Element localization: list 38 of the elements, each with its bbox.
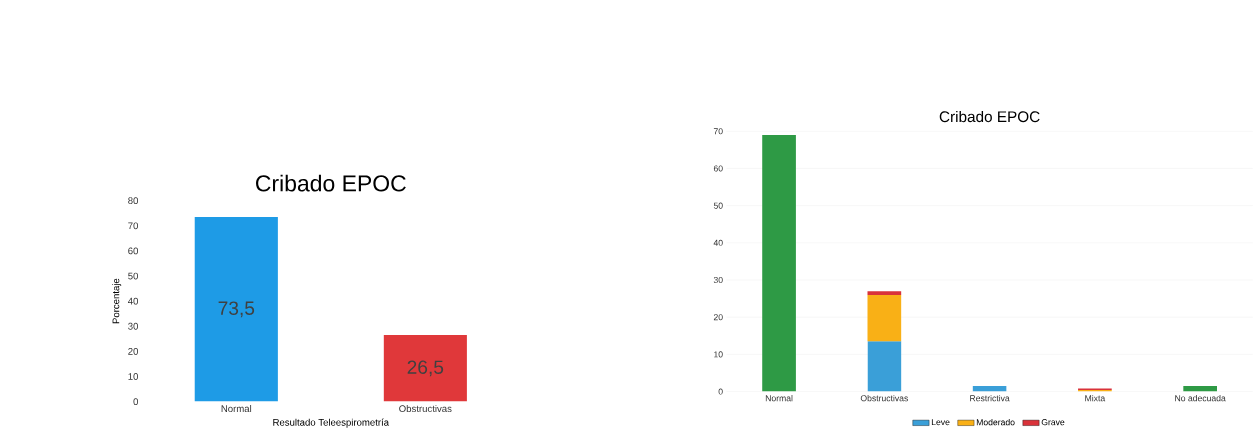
bar bbox=[867, 341, 902, 392]
y-tick-label: 50 bbox=[713, 202, 723, 209]
y-tick-label: 0 bbox=[718, 388, 723, 395]
chart-title: Cribado EPOC bbox=[939, 110, 1040, 123]
x-tick-label: Normal bbox=[221, 405, 252, 413]
y-tick-label: 0 bbox=[133, 398, 139, 406]
x-axis-title: Resultado Teleespirometría bbox=[273, 418, 390, 428]
y-tick-label: 60 bbox=[713, 165, 723, 172]
y-axis-title: Porcentaje bbox=[112, 278, 122, 324]
y-tick-label: 20 bbox=[713, 314, 723, 321]
x-tick-label: Mixta bbox=[1085, 395, 1106, 402]
y-tick-label: 10 bbox=[128, 373, 139, 380]
y-tick-label: 50 bbox=[128, 272, 139, 280]
y-tick-label: 10 bbox=[714, 351, 723, 358]
bar bbox=[762, 135, 796, 392]
x-tick-label: Normal bbox=[765, 395, 793, 402]
y-tick-label: 40 bbox=[127, 297, 139, 305]
bar bbox=[867, 291, 902, 295]
data-label: 73,5 bbox=[218, 301, 255, 318]
y-tick-label: 40 bbox=[713, 239, 723, 246]
x-tick-label: Restrictiva bbox=[970, 395, 1010, 402]
chart-title: Cribado EPOC bbox=[256, 174, 406, 192]
y-tick-label: 80 bbox=[128, 197, 139, 205]
y-tick-label: 30 bbox=[713, 277, 723, 284]
legend-label: Moderado bbox=[976, 419, 1015, 426]
bar bbox=[867, 294, 902, 342]
legend-label: Leve bbox=[931, 419, 950, 426]
bar bbox=[1183, 386, 1218, 392]
x-tick-label: Obstructivas bbox=[860, 395, 908, 402]
y-tick-label: 60 bbox=[128, 247, 139, 255]
x-tick-label: No adecuada bbox=[1175, 395, 1226, 402]
y-tick-label: 70 bbox=[128, 222, 139, 230]
x-tick-label: Obstructivas bbox=[399, 405, 452, 413]
y-tick-label: 20 bbox=[128, 348, 139, 355]
y-tick-label: 70 bbox=[713, 128, 723, 135]
data-label: 26,5 bbox=[407, 360, 444, 377]
legend-label: Grave bbox=[1041, 419, 1065, 426]
y-tick-label: 30 bbox=[128, 322, 139, 330]
